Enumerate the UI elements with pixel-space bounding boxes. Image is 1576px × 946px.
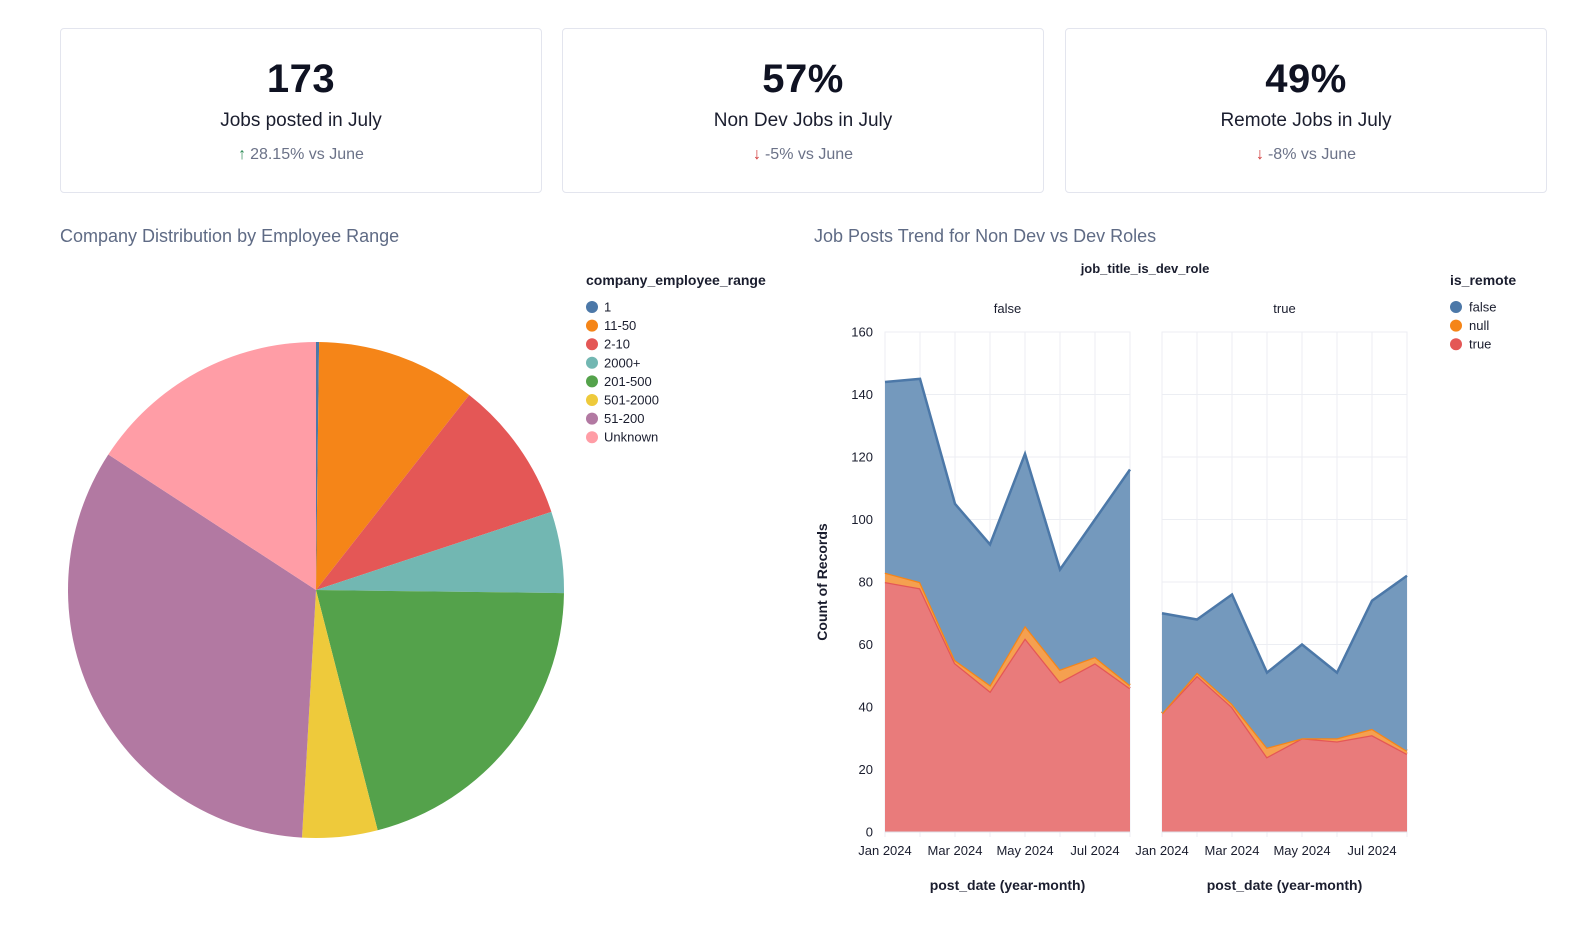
- x-tick-label: Mar 2024: [928, 843, 983, 858]
- kpi-card-non-dev-jobs: 57% Non Dev Jobs in July ↓ -5% vs June: [562, 28, 1044, 193]
- y-tick-label: 40: [859, 700, 873, 715]
- pie-chart-title: Company Distribution by Employee Range: [60, 226, 400, 246]
- x-tick-label: May 2024: [1273, 843, 1330, 858]
- kpi-card-jobs-posted: 173 Jobs posted in July ↑ 28.15% vs June: [60, 28, 542, 193]
- pie-legend-label: 1: [604, 300, 611, 315]
- area-false-false[interactable]: [885, 378, 1130, 686]
- area-false-null[interactable]: [885, 572, 1130, 692]
- x-tick-label: Jul 2024: [1070, 843, 1119, 858]
- pie-slice-501-2000[interactable]: [301, 590, 378, 838]
- x-tick-label: Jul 2024: [1347, 843, 1396, 858]
- pie-slice-201-500[interactable]: [316, 590, 564, 831]
- legend-swatch: [586, 338, 598, 351]
- x-tick-label: May 2024: [996, 843, 1053, 858]
- kpi-label: Jobs posted in July: [220, 110, 382, 131]
- y-tick-label: 0: [866, 825, 873, 840]
- kpi-label: Remote Jobs in July: [1220, 110, 1392, 131]
- area-line-false: [884, 377, 1132, 573]
- arrow-up-icon: ↑: [238, 146, 247, 163]
- legend-swatch: [586, 319, 598, 332]
- pie-legend-label: 51-200: [604, 411, 644, 426]
- pie-slice-11-50[interactable]: [316, 342, 470, 590]
- x-axis-title: post_date (year-month): [930, 877, 1086, 893]
- y-tick-label: 160: [851, 325, 873, 340]
- area-chart-title: Job Posts Trend for Non Dev vs Dev Roles: [814, 226, 1157, 246]
- pie-legend-label: 2000+: [604, 355, 641, 370]
- kpi-value: 49%: [1265, 57, 1347, 101]
- facet-panel-false: [884, 331, 1132, 837]
- area-legend-label: null: [1469, 318, 1489, 333]
- pie-slice-1[interactable]: [316, 342, 320, 590]
- area-true-true[interactable]: [1162, 675, 1407, 832]
- arrow-down-icon: ↓: [1255, 146, 1264, 163]
- legend-swatch: [586, 375, 598, 388]
- pie-legend-label: 501-2000: [604, 393, 659, 408]
- facet-label: true: [1273, 301, 1295, 316]
- y-tick-label: 120: [851, 450, 873, 465]
- pie-legend-label: 11-50: [604, 318, 636, 333]
- kpi-value: 173: [266, 57, 336, 101]
- x-tick-label: Jan 2024: [1135, 843, 1189, 858]
- y-tick-label: 20: [859, 762, 873, 777]
- x-axis-title: post_date (year-month): [1207, 877, 1363, 893]
- legend-swatch: [1450, 319, 1462, 332]
- legend-swatch: [586, 301, 598, 313]
- x-tick-label: Jan 2024: [858, 843, 912, 858]
- pie-slice-Unknown[interactable]: [108, 342, 316, 590]
- pie-legend-label: 201-500: [604, 374, 652, 389]
- pie-slice-51-200[interactable]: [67, 454, 317, 838]
- kpi-delta: -8% vs June: [1267, 146, 1357, 163]
- area-line-false: [1161, 574, 1408, 675]
- legend-swatch: [586, 412, 598, 425]
- pie-slice-2-10[interactable]: [316, 395, 552, 590]
- area-legend-label: false: [1469, 300, 1496, 315]
- x-tick-label: Mar 2024: [1205, 843, 1260, 858]
- pie-legend-title: company_employee_range: [586, 272, 766, 288]
- kpi-card-remote-jobs: 49% Remote Jobs in July ↓ -8% vs June: [1065, 28, 1547, 193]
- legend-swatch: [1450, 338, 1462, 351]
- legend-swatch: [586, 356, 598, 369]
- arrow-down-icon: ↓: [752, 146, 761, 163]
- y-tick-label: 100: [851, 512, 873, 527]
- y-axis-title: Count of Records: [814, 523, 830, 641]
- kpi-delta: 28.15% vs June: [250, 146, 364, 163]
- area-legend-title: is_remote: [1450, 272, 1516, 288]
- y-tick-label: 80: [859, 575, 873, 590]
- kpi-label: Non Dev Jobs in July: [713, 110, 893, 131]
- y-tick-label: 60: [859, 637, 873, 652]
- pie-legend-label: 2-10: [604, 337, 630, 352]
- area-legend-label: true: [1469, 337, 1491, 352]
- legend-swatch: [586, 394, 598, 406]
- pie-legend-label: Unknown: [604, 430, 658, 445]
- pie-slice-2000+[interactable]: [316, 511, 564, 594]
- y-tick-label: 140: [851, 387, 873, 402]
- area-true-false[interactable]: [1162, 575, 1407, 751]
- facet-panel-true: [1161, 331, 1408, 837]
- legend-swatch: [586, 431, 598, 444]
- kpi-value: 57%: [762, 57, 844, 101]
- kpi-delta: -5% vs June: [764, 146, 854, 163]
- facet-title: job_title_is_dev_role: [1080, 261, 1210, 276]
- legend-swatch: [1450, 301, 1462, 313]
- facet-label: false: [994, 301, 1021, 316]
